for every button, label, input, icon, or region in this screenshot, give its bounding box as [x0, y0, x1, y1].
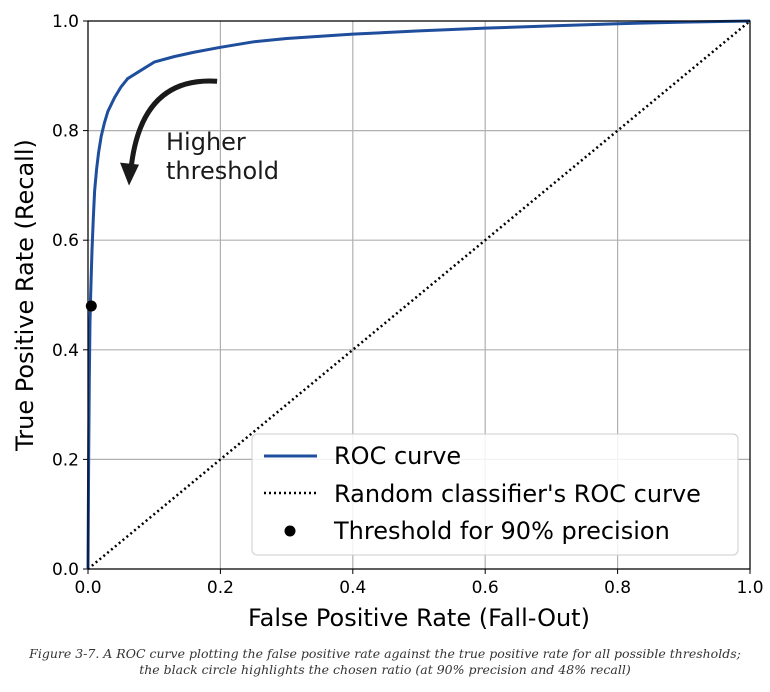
plot-frame	[87, 20, 751, 570]
y-tick-label: 0.0	[52, 560, 79, 580]
axis-ticks: 0.0 0.2 0.4 0.6 0.8 1.0 0.0 0.2 0.4 0.6 0.8 1.0	[52, 12, 764, 598]
y-tick-label: 0.6	[52, 231, 79, 251]
grid	[87, 20, 751, 570]
y-tick-label: 1.0	[52, 12, 79, 32]
annotation: Higher threshold	[120, 78, 279, 186]
x-tick-label: 0.2	[207, 578, 234, 598]
x-tick-label: 0.6	[472, 578, 499, 598]
legend-random-label: Random classifier's ROC curve	[334, 480, 701, 508]
y-axis-label: True Positive Rate (Recall)	[11, 139, 39, 452]
annotation-line-2: threshold	[166, 157, 279, 185]
random-classifier-line	[87, 20, 751, 570]
x-tick-label: 0.4	[339, 578, 366, 598]
roc-curve-line	[86, 19, 751, 570]
higher-threshold-arrow	[128, 78, 218, 169]
caption-line-2: the black circle highlights the chosen r…	[139, 662, 631, 677]
figure-caption: Figure 3-7. A ROC curve plotting the fal…	[0, 646, 770, 678]
legend-roc-label: ROC curve	[334, 442, 461, 470]
caption-line-1: Figure 3-7. A ROC curve plotting the fal…	[29, 646, 741, 661]
annotation-line-1: Higher	[166, 128, 246, 156]
legend: ROC curve Random classifier's ROC curve …	[251, 433, 739, 556]
legend-box	[251, 433, 739, 556]
y-tick-label: 0.2	[52, 450, 79, 470]
x-tick-label: 1.0	[736, 578, 763, 598]
y-tick-label: 0.4	[52, 341, 79, 361]
roc-chart: 0.0 0.2 0.4 0.6 0.8 1.0 0.0 0.2 0.4 0.6 0.8 1.0 Hig…	[11, 12, 764, 632]
legend-threshold-label: Threshold for 90% precision	[333, 517, 670, 545]
x-axis-label: False Positive Rate (Fall-Out)	[248, 604, 590, 632]
legend-threshold-marker	[284, 525, 296, 537]
y-tick-label: 0.8	[52, 122, 79, 142]
arrow-head-icon	[120, 162, 140, 186]
x-tick-label: 0.0	[74, 578, 101, 598]
x-tick-label: 0.8	[604, 578, 631, 598]
